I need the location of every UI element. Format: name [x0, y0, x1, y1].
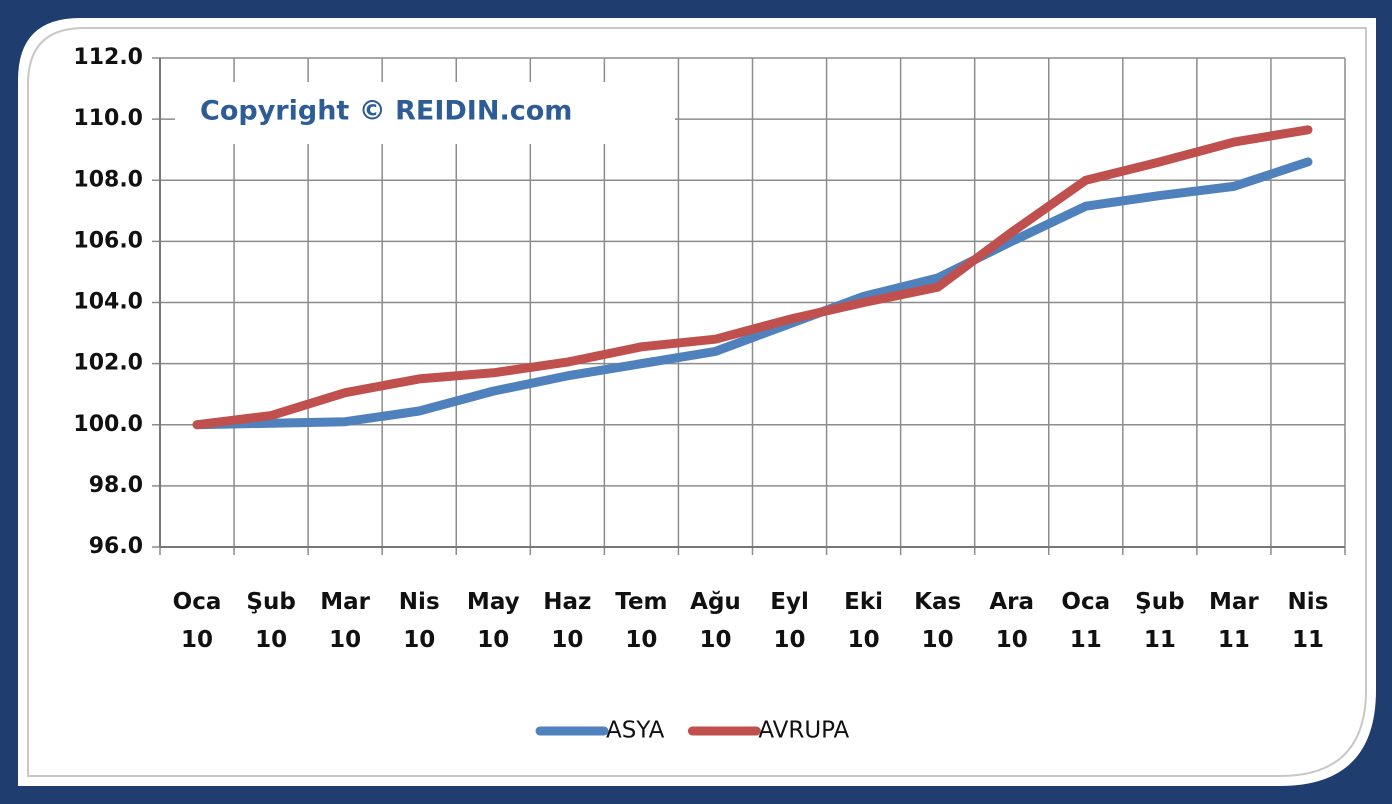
y-tick-label: 100.0: [73, 412, 143, 437]
y-tick-label: 106.0: [73, 228, 143, 253]
y-tick-label: 108.0: [73, 167, 143, 192]
x-tick-label: Mar 11: [1209, 589, 1259, 653]
legend-label: ASYA: [606, 718, 665, 744]
legend-label: AVRUPA: [758, 718, 849, 744]
x-tick-label: Kas 10: [914, 589, 962, 653]
annotation-box: [175, 82, 675, 144]
x-tick-label: Mar 10: [320, 589, 371, 653]
x-tick-label: Oca 10: [172, 589, 222, 653]
y-tick-label: 112.0: [73, 45, 143, 70]
x-tick-label: Ağu 10: [690, 589, 741, 653]
y-tick-label: 102.0: [73, 351, 143, 376]
x-tick-label: May 10: [466, 589, 520, 653]
y-tick-label: 110.0: [73, 106, 143, 131]
series-line: [192, 157, 1313, 430]
x-tick-label: Tem 10: [615, 589, 668, 653]
x-tick-label: Eki 10: [844, 589, 884, 653]
annotation: Copyright © REIDIN.com: [200, 96, 572, 127]
series-line: [192, 125, 1313, 430]
y-tick-label: 98.0: [89, 473, 143, 498]
panel-border: [27, 27, 1367, 777]
x-tick-label: Nis 10: [398, 589, 440, 653]
x-tick-label: Şub 10: [246, 589, 296, 653]
x-tick-label: Eyl 10: [770, 589, 809, 653]
y-tick-label: 96.0: [89, 534, 143, 559]
x-tick-label: Ara 10: [989, 589, 1035, 653]
y-tick-label: 104.0: [73, 290, 143, 315]
x-tick-label: Nis 11: [1287, 589, 1329, 653]
x-tick-label: Şub 11: [1135, 589, 1185, 653]
x-tick-label: Oca 11: [1061, 589, 1111, 653]
x-tick-label: Haz 10: [543, 589, 592, 653]
